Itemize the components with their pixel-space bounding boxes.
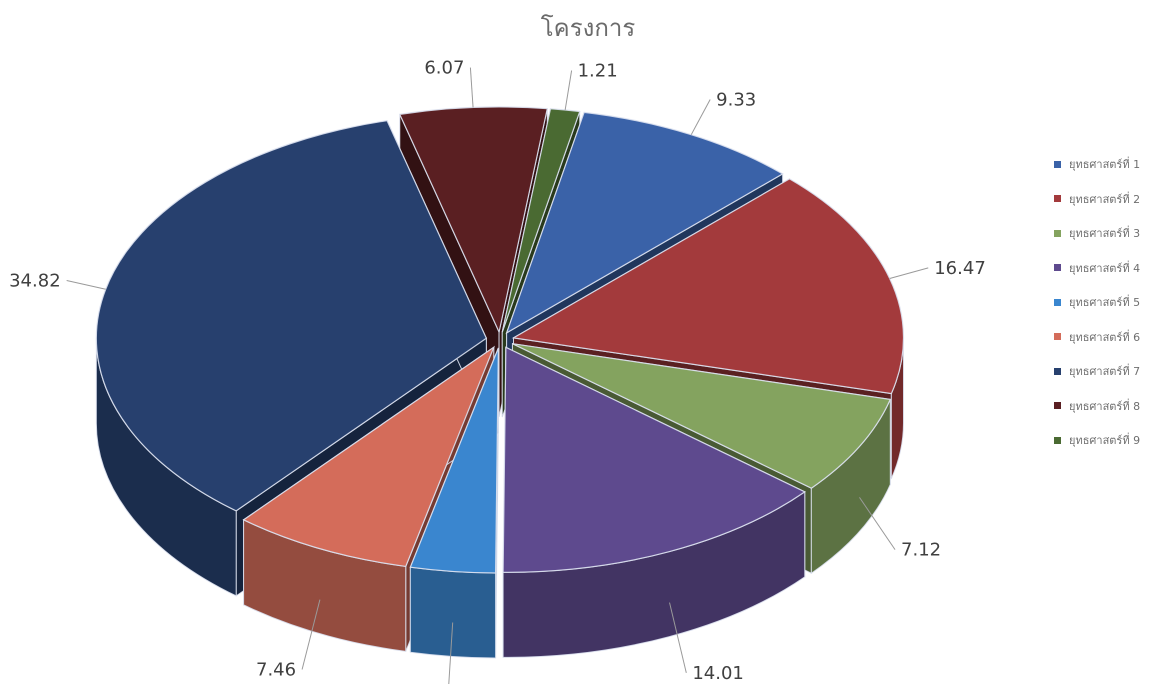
legend-swatch	[1054, 160, 1061, 168]
pie-slice	[409, 347, 499, 659]
legend-label: ยุทธศาสตร์ที่ 1	[1069, 158, 1141, 172]
leader-line	[469, 67, 474, 108]
slice-top	[501, 108, 581, 333]
legend-label: ยุทธศาสตร์ที่ 4	[1069, 261, 1141, 275]
legend: ยุทธศาสตร์ที่ 1 ยุทธศาสตร์ที่ 2 ยุทธศาสต…	[1054, 147, 1174, 458]
legend-swatch	[1054, 333, 1061, 341]
leader-line	[889, 267, 929, 279]
slice-top	[512, 343, 892, 489]
slice-top	[398, 106, 549, 334]
data-label: 7.12	[901, 540, 941, 561]
legend-item: ยุทธศาสตร์ที่ 2	[1054, 182, 1174, 217]
leader-line	[66, 280, 106, 290]
leader-line	[669, 602, 687, 673]
legend-item: ยุทธศาสตร์ที่ 7	[1054, 354, 1174, 389]
leader-line	[301, 599, 321, 670]
slice-wall	[409, 566, 497, 659]
legend-label: ยุทธศาสตร์ที่ 3	[1069, 227, 1141, 241]
legend-label: ยุทธศาสตร์ที่ 6	[1069, 330, 1141, 344]
chart-title: โครงการ	[540, 14, 636, 42]
legend-label: ยุทธศาสตร์ที่ 5	[1069, 296, 1141, 310]
legend-item: ยุทธศาสตร์ที่ 6	[1054, 320, 1174, 355]
legend-item: ยุทธศาสตร์ที่ 8	[1054, 389, 1174, 424]
legend-swatch	[1054, 298, 1061, 306]
data-label: 14.01	[692, 663, 744, 684]
leader-line	[690, 99, 711, 135]
legend-swatch	[1054, 195, 1061, 203]
slice-top	[502, 346, 806, 573]
legend-swatch	[1054, 264, 1061, 272]
legend-label: ยุทธศาสตร์ที่ 9	[1069, 434, 1141, 448]
legend-item: ยุทธศาสตร์ที่ 5	[1054, 285, 1174, 320]
legend-label: ยุทธศาสตร์ที่ 2	[1069, 192, 1141, 206]
slice-top	[242, 345, 496, 568]
legend-swatch	[1054, 436, 1061, 444]
data-label: 16.47	[934, 258, 986, 279]
legend-item: ยุทธศาสตร์ที่ 9	[1054, 423, 1174, 458]
data-label: 9.33	[716, 89, 756, 110]
slice-top	[409, 347, 499, 574]
leader-line	[859, 497, 896, 550]
pie-slice	[502, 346, 806, 658]
leader-line	[564, 70, 573, 111]
legend-swatch	[1054, 367, 1061, 375]
legend-item: ยุทธศาสตร์ที่ 1	[1054, 147, 1174, 182]
legend-item: ยุทธศาสตร์ที่ 4	[1054, 251, 1174, 286]
legend-label: ยุทธศาสตร์ที่ 8	[1069, 399, 1141, 413]
data-label: 6.07	[424, 58, 464, 79]
legend-label: ยุทธศาสตร์ที่ 7	[1069, 365, 1141, 379]
legend-swatch	[1054, 402, 1061, 410]
slice-top	[511, 178, 905, 395]
legend-swatch	[1054, 229, 1061, 237]
data-label: 34.82	[9, 271, 61, 292]
data-label: 1.21	[578, 60, 618, 81]
legend-item: ยุทธศาสตร์ที่ 3	[1054, 216, 1174, 251]
data-label: 7.46	[256, 659, 296, 680]
